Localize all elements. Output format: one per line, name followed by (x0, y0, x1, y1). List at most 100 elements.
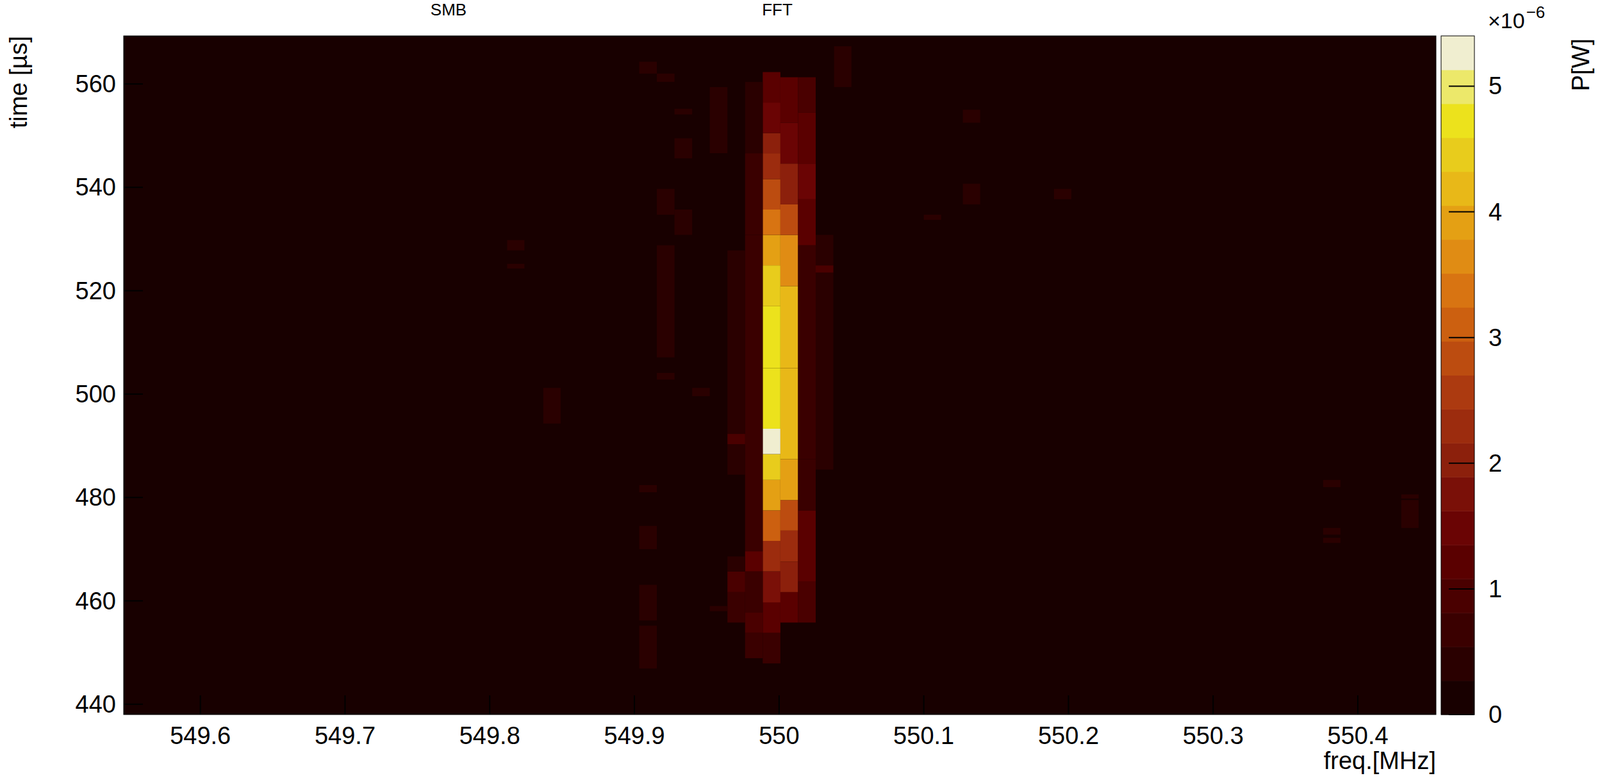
x-tick (923, 695, 925, 715)
colorbar-swatch (1441, 612, 1475, 647)
colorbar-tick-label: 2 (1488, 449, 1502, 477)
heat-cell (639, 485, 658, 493)
heat-cell (762, 153, 781, 179)
heat-cell (797, 245, 816, 460)
heat-cell (762, 540, 781, 572)
heat-cell (1401, 494, 1419, 498)
colorbar-swatch (1441, 510, 1475, 545)
heat-cell (639, 625, 658, 669)
heat-cell (762, 510, 781, 541)
heat-cell (674, 108, 693, 115)
colorbar-swatch (1441, 137, 1475, 172)
colorbar-swatch (1441, 35, 1475, 70)
heat-cell (745, 571, 764, 613)
colorbar-swatch (1441, 578, 1475, 613)
heat-cell (923, 214, 942, 220)
heat-cell (762, 102, 781, 134)
heat-cell (797, 581, 816, 623)
x-tick-label: 550.3 (1182, 722, 1244, 750)
heat-cell (780, 530, 799, 562)
colorbar-exponent: −6 (1526, 2, 1546, 22)
heat-cell (745, 611, 764, 633)
y-tick (123, 393, 143, 395)
colorbar-tick-label: 0 (1488, 701, 1502, 728)
colorbar-swatch (1441, 307, 1475, 342)
y-tick (123, 186, 143, 188)
heat-cell (727, 444, 746, 475)
x-tick (778, 695, 780, 715)
heat-cell (762, 479, 781, 511)
heat-cell (762, 633, 781, 664)
x-tick-label: 550 (758, 722, 800, 750)
colorbar-swatch (1441, 341, 1475, 376)
heat-cell (506, 263, 525, 269)
heat-cell (1323, 479, 1341, 487)
heat-cell (762, 368, 781, 429)
heat-cell (762, 428, 781, 455)
colorbar-swatch (1441, 69, 1475, 104)
heat-cell (762, 133, 781, 154)
heat-cell (727, 592, 746, 623)
colorbar-multiplier: ×10 (1487, 8, 1526, 33)
heat-cell (815, 235, 834, 266)
heat-cell (797, 199, 816, 246)
y-tick (123, 290, 143, 292)
heat-cell (745, 551, 764, 571)
colorbar-swatch (1441, 273, 1475, 308)
heat-cell (1323, 527, 1341, 535)
colorbar-frame (1441, 35, 1475, 715)
heat-cell (656, 245, 675, 358)
y-axis-title: time [µs] (5, 35, 33, 129)
y-tick (123, 600, 143, 602)
heat-cell (709, 606, 728, 612)
colorbar-tick (1448, 337, 1475, 339)
colorbar-tick (1448, 211, 1475, 213)
heat-cell (762, 178, 781, 210)
y-tick-label: 480 (75, 483, 116, 511)
x-tick-label: 549.6 (169, 722, 231, 750)
plot-frame (123, 35, 1436, 715)
x-tick (1067, 695, 1069, 715)
y-tick-label: 560 (75, 70, 116, 98)
heat-cell (762, 71, 781, 103)
heat-cell (709, 87, 728, 154)
x-tick-label: 550.2 (1038, 722, 1099, 750)
heat-cell (727, 433, 746, 445)
heat-cell (762, 571, 781, 603)
y-tick (123, 496, 143, 498)
heat-cell (762, 209, 781, 236)
heat-cell (745, 153, 764, 235)
y-tick-label: 440 (75, 690, 116, 718)
colorbar-tick-label: 5 (1488, 72, 1502, 100)
heat-cell (543, 387, 561, 424)
title-fragment: SMB (430, 0, 467, 20)
heat-cell (780, 123, 799, 165)
x-axis-title: freq.[MHz] (1323, 747, 1436, 775)
heat-cell (692, 387, 710, 396)
colorbar-swatch (1441, 476, 1475, 511)
heat-cell (780, 499, 799, 531)
plot-background (123, 35, 1436, 715)
y-tick-label: 460 (75, 587, 116, 615)
heat-cell (780, 163, 799, 205)
colorbar-swatch (1441, 239, 1475, 274)
heat-cell (762, 306, 781, 369)
heat-cell (656, 189, 675, 215)
heat-cell (780, 235, 799, 287)
colorbar-swatch (1441, 375, 1475, 410)
heat-cell (639, 61, 658, 74)
heat-cell (797, 112, 816, 164)
colorbar-tick-label: 3 (1488, 324, 1502, 352)
colorbar-swatch (1441, 205, 1475, 240)
heat-cell (834, 46, 852, 88)
chart: SMBFFT549.6549.7549.8549.9550550.1550.25… (0, 0, 1600, 778)
x-tick-label: 550.1 (893, 722, 955, 750)
heat-cell (762, 602, 781, 634)
heat-cell (727, 250, 746, 434)
heat-cell (780, 561, 799, 593)
heat-cell (639, 526, 658, 550)
y-tick (123, 83, 143, 85)
heat-cell (780, 368, 799, 460)
colorbar-swatch (1441, 442, 1475, 477)
title-fragment: FFT (761, 0, 793, 20)
